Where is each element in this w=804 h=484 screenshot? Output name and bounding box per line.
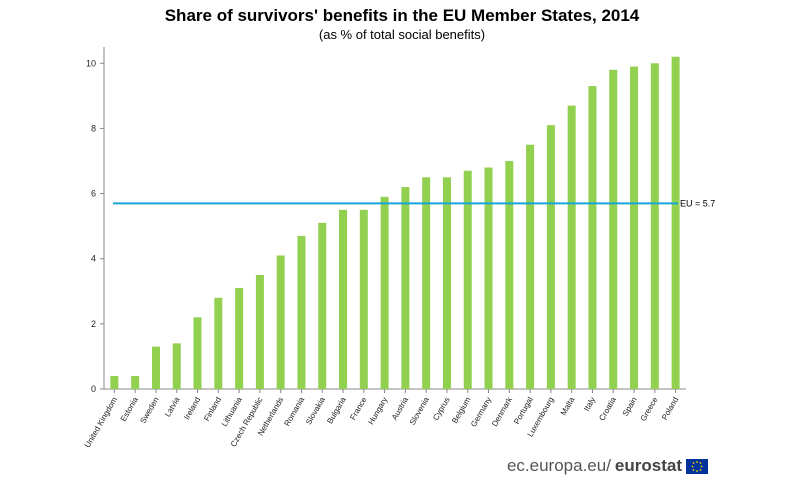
bar-italy [588,86,597,389]
bar-germany [484,167,493,389]
category-label: Malta [559,395,577,417]
bar-malta [567,105,576,389]
bar-poland [671,56,680,390]
bar-romania [297,235,306,389]
category-label: Cyprus [431,396,451,422]
category-label: Bulgaria [325,395,348,425]
bar-cyprus [442,177,451,389]
category-label: Sweden [138,396,160,426]
category-label: Romania [282,395,306,428]
bar-austria [401,187,410,389]
bar-united-kingdom [110,375,119,389]
category-label: Austria [390,395,411,422]
bar-spain [630,66,639,390]
y-tick-label: 8 [91,123,96,133]
category-label: United Kingdom [83,395,119,449]
category-label: Hungary [366,396,389,427]
category-label: Latvia [163,395,182,418]
category-label: Estonia [119,395,140,423]
bar-estonia [131,375,140,389]
bar-finland [214,297,223,389]
category-label: Denmark [490,395,515,428]
bar-lithuania [235,288,244,389]
category-label: Greece [639,395,660,423]
y-tick-label: 0 [91,384,96,394]
bar-france [359,209,368,389]
category-label: Slovenia [408,395,431,427]
bar-latvia [172,343,181,389]
category-label: Spain [621,396,639,418]
bar-czech-republic [255,275,264,389]
bar-luxembourg [546,125,555,390]
bar-croatia [609,69,618,390]
category-label: Portugal [512,395,535,425]
y-tick-label: 10 [86,58,96,68]
category-label: Slovakia [304,395,327,426]
source-site: ec.europa.eu/ [506,456,611,475]
eu-average-label: EU = 5.7 [680,198,715,208]
bar-greece [650,63,659,390]
source-brand: eurostat [614,456,682,475]
bar-denmark [505,161,514,389]
bar-belgium [463,170,472,389]
category-label: France [348,395,369,422]
y-tick-label: 2 [91,319,96,329]
category-label: Croatia [597,395,618,422]
eu-flag-icon [686,458,708,474]
bar-slovenia [422,177,431,389]
chart-title: Share of survivors' benefits in the EU M… [164,6,640,25]
source-footer: ec.europa.eu/eurostat [507,456,708,476]
category-label: Poland [660,396,680,422]
y-tick-label: 6 [91,189,96,199]
category-label: Italy [582,396,597,413]
category-label: Finland [202,396,223,423]
bar-sweden [151,346,160,389]
bar-ireland [193,317,202,389]
chart-subtitle: (as % of total social benefits) [318,27,486,42]
bar-bulgaria [339,209,348,389]
y-tick-label: 4 [91,254,96,264]
category-label: Ireland [182,396,202,422]
bar-slovakia [318,222,327,389]
bar-netherlands [276,255,285,389]
category-label: Belgium [450,395,472,425]
bar-hungary [380,196,389,389]
bar-portugal [526,144,535,389]
